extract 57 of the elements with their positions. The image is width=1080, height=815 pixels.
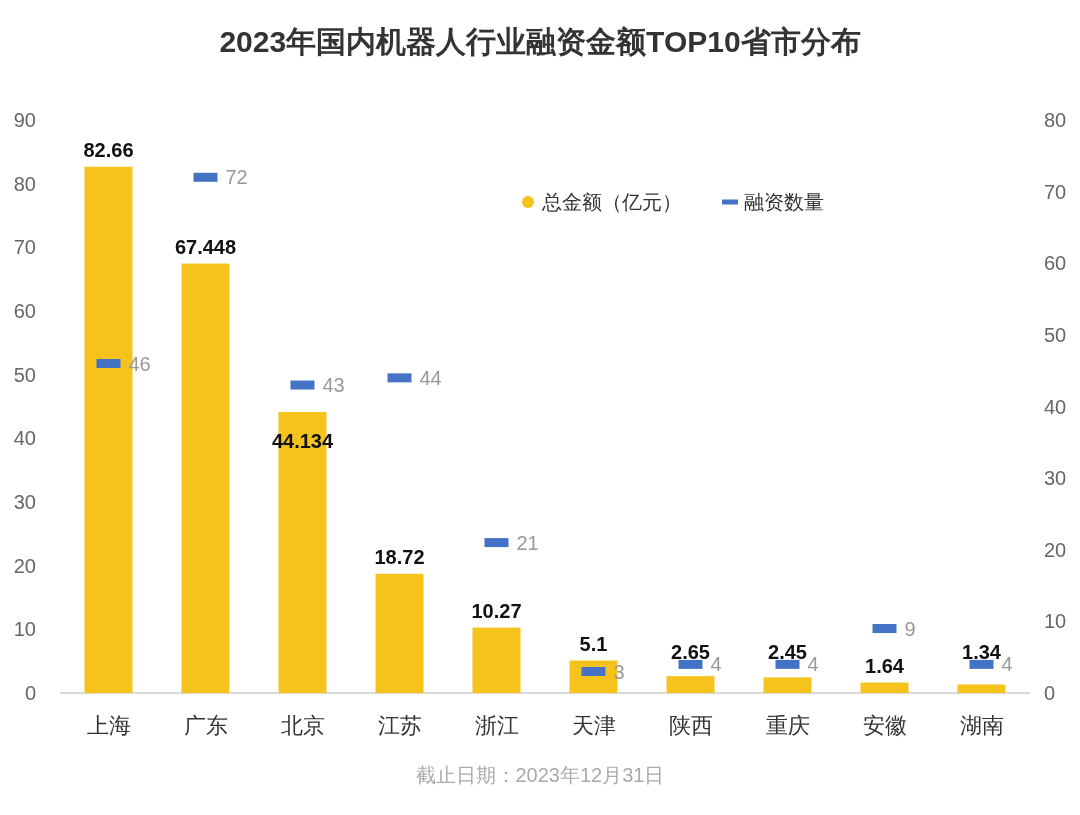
y-tick-label: 50 (13, 363, 36, 386)
legend-label: 融资数量 (744, 191, 824, 213)
x-tick-label: 天津 (571, 713, 616, 738)
data-label: 5.1 (579, 632, 608, 655)
data-label: 72 (225, 166, 248, 189)
bar (666, 676, 715, 693)
data-label: 44 (419, 366, 442, 389)
y-tick-label: 0 (24, 682, 36, 704)
bar (375, 573, 424, 693)
y2-tick-label: 70 (1044, 180, 1067, 203)
x-tick-label: 湖南 (959, 713, 1004, 738)
y-tick-label: 10 (13, 618, 36, 641)
x-tick-label: 陕西 (668, 713, 713, 738)
bar (957, 684, 1006, 693)
data-label: 9 (904, 617, 916, 640)
x-tick-label: 浙江 (474, 713, 519, 738)
x-tick-label: 广东 (183, 713, 228, 738)
data-label: 4 (1001, 653, 1013, 676)
data-label: 67.448 (174, 235, 237, 258)
x-tick-label: 北京 (280, 713, 325, 738)
data-label: 82.66 (83, 138, 134, 161)
legend-label: 总金额（亿元） (541, 191, 682, 213)
data-label: 4 (807, 653, 819, 676)
y2-tick-label: 40 (1044, 395, 1067, 418)
bar (472, 627, 521, 693)
y2-tick-label: 10 (1044, 610, 1067, 633)
data-label: 1.34 (962, 641, 1002, 664)
data-label: 18.72 (374, 545, 425, 568)
data-label: 2.45 (768, 641, 807, 664)
data-label: 4 (710, 653, 722, 676)
bar (763, 677, 812, 693)
chart-title: 2023年国内机器人行业融资金额TOP10省市分布 (219, 25, 861, 58)
y2-tick-label: 60 (1044, 252, 1067, 275)
x-tick-label: 江苏 (377, 713, 422, 738)
text: 截止日期：2023年12月31日 (415, 764, 665, 786)
y-tick-label: 90 (13, 109, 36, 131)
x-tick-label: 安徽 (862, 713, 907, 738)
bar (860, 682, 909, 693)
y-tick-label: 40 (13, 427, 36, 450)
data-label: 10.27 (471, 599, 522, 622)
y2-tick-label: 20 (1044, 538, 1067, 561)
data-label: 21 (516, 531, 539, 554)
y-tick-label: 70 (13, 236, 36, 259)
y2-tick-label: 50 (1044, 323, 1067, 346)
data-label: 1.64 (865, 654, 905, 677)
x-tick-label: 重庆 (765, 713, 810, 738)
y-tick-label: 30 (13, 491, 36, 513)
bar (181, 263, 230, 693)
data-label: 43 (322, 374, 345, 397)
y-tick-label: 60 (13, 300, 36, 322)
x-tick-label: 上海 (86, 713, 131, 738)
data-label: 2.65 (671, 641, 710, 664)
y2-tick-label: 80 (1044, 109, 1067, 131)
y-tick-label: 20 (13, 554, 36, 577)
y2-tick-label: 0 (1044, 682, 1056, 704)
y2-tick-label: 30 (1044, 467, 1067, 490)
y-tick-label: 80 (13, 172, 36, 195)
